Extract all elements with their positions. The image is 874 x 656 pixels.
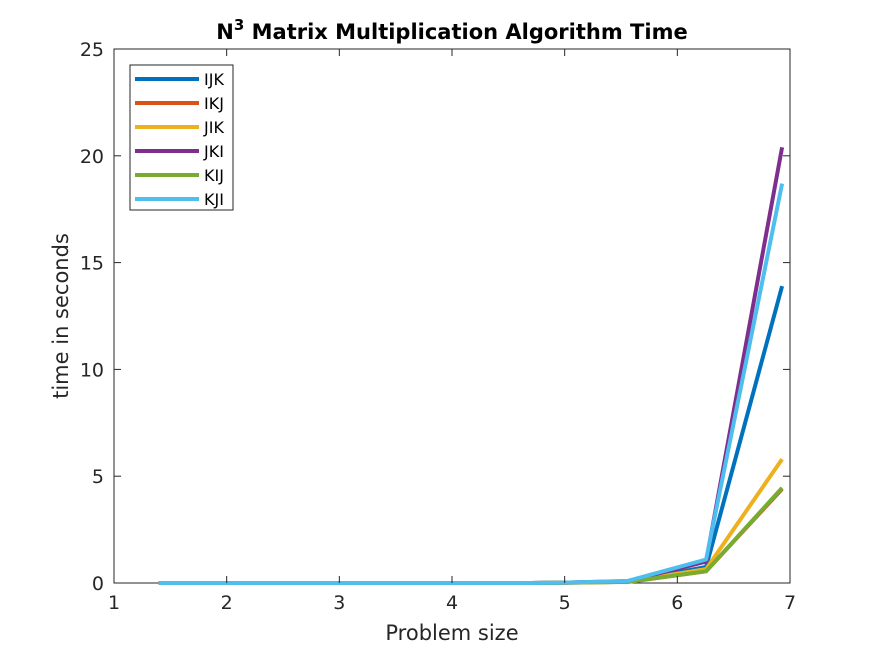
legend-label: JIK <box>203 118 224 137</box>
legend: IJK IKJ JIK JKI KIJ KJI <box>129 64 234 211</box>
chart-title-main: N <box>216 20 234 44</box>
y-axis-label: time in seconds <box>49 233 73 399</box>
x-tick-label: 4 <box>446 592 458 614</box>
x-tick-label: 7 <box>784 592 796 614</box>
legend-label: JKI <box>203 142 224 161</box>
y-tick-label: 20 <box>80 146 104 168</box>
x-tick-label: 5 <box>559 592 571 614</box>
chart-title-rest: Matrix Multiplication Algorithm Time <box>244 20 687 44</box>
series-layer <box>158 146 785 585</box>
series-line-kji <box>158 183 785 585</box>
y-tick-label: 15 <box>80 253 104 275</box>
legend-box <box>129 64 234 211</box>
legend-label: KIJ <box>204 166 224 185</box>
x-tick-label: 1 <box>108 592 120 614</box>
legend-label: IJK <box>204 70 224 89</box>
y-axis-ticks: 0 5 10 15 20 25 <box>80 39 790 595</box>
chart-title-superscript: 3 <box>234 16 244 34</box>
x-tick-label: 3 <box>333 592 345 614</box>
y-tick-label: 10 <box>80 359 104 381</box>
legend-label: IKJ <box>204 94 224 113</box>
x-axis-ticks: 1 2 3 4 5 6 7 <box>108 49 796 614</box>
y-tick-label: 5 <box>92 466 104 488</box>
x-axis-label: Problem size <box>385 621 518 645</box>
x-tick-label: 6 <box>671 592 683 614</box>
y-tick-label: 25 <box>80 39 104 61</box>
x-tick-label: 2 <box>221 592 233 614</box>
chart-title: N3 Matrix Multiplication Algorithm Time <box>216 16 687 44</box>
y-tick-label: 0 <box>92 573 104 595</box>
legend-label: KJI <box>204 190 224 209</box>
